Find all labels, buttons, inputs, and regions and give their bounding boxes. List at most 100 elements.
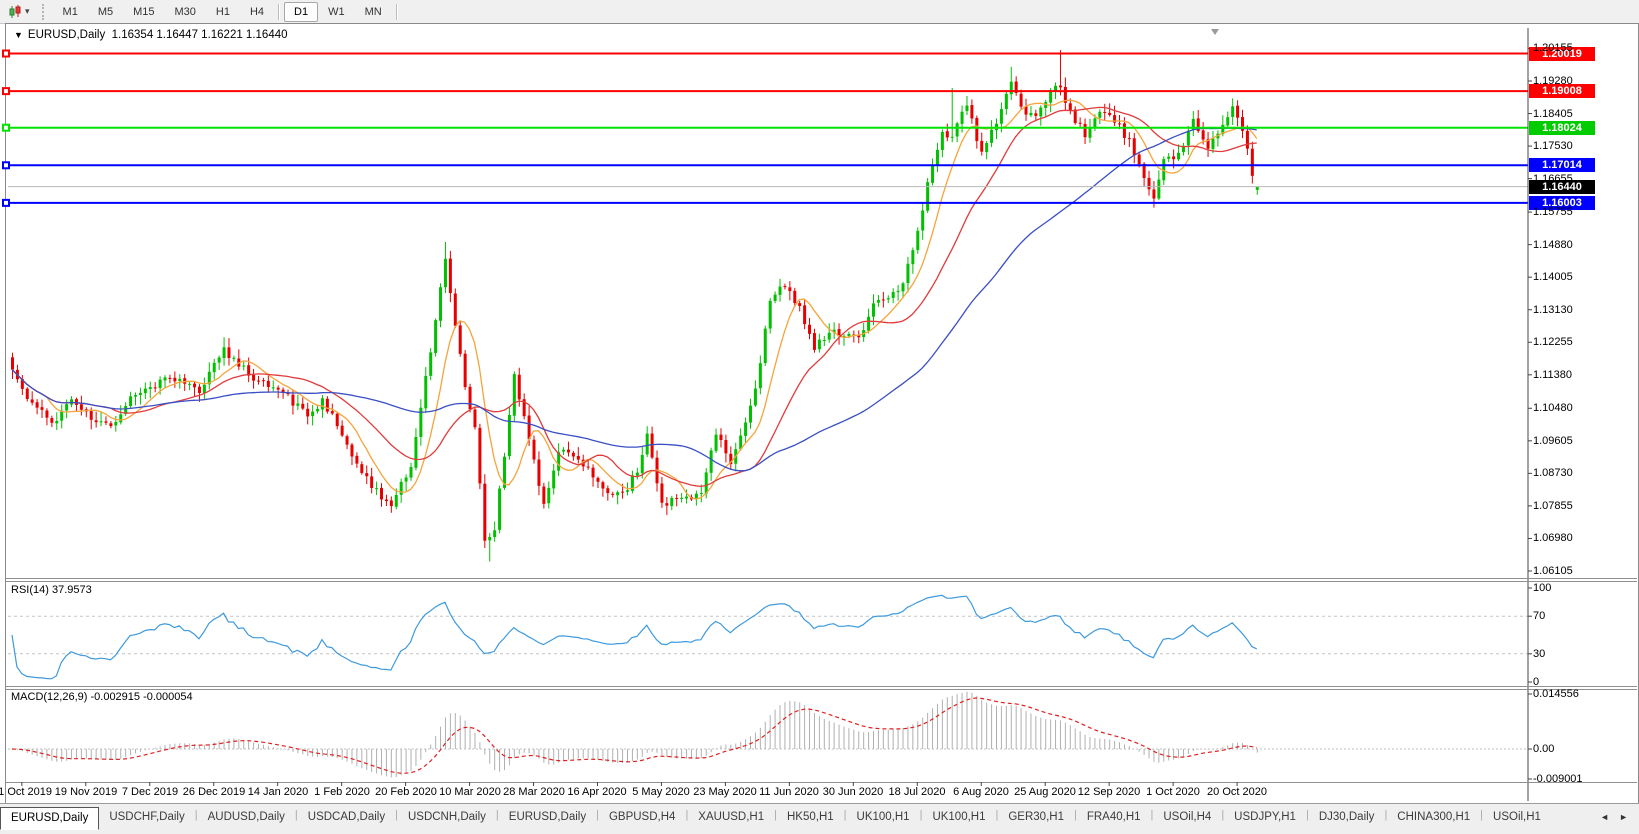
chart-tab-uk100-h1[interactable]: UK100,H1 (856, 811, 910, 823)
price-level-badge: 1.16003 (1529, 196, 1595, 210)
chart-tab-china300-h1[interactable]: CHINA300,H1 (1397, 811, 1471, 823)
date-axis-label[interactable]: 1 Oct 2020 (1146, 786, 1200, 798)
date-axis-label[interactable]: 14 Jan 2020 (247, 786, 309, 798)
tab-scroll-left-icon[interactable]: ◄ (1600, 812, 1610, 822)
chart-tab-usoil-h4[interactable]: USOil,H4 (1163, 811, 1212, 823)
macd-signal-line (11, 697, 1257, 774)
timeframe-button-mn[interactable]: MN (364, 5, 382, 18)
chart-tab-ger30-h1[interactable]: GER30,H1 (1008, 811, 1064, 823)
date-axis-label[interactable]: 5 May 2020 (632, 786, 690, 798)
date-axis-label[interactable]: 7 Dec 2019 (121, 786, 179, 798)
chart-shift-marker[interactable] (1211, 29, 1219, 35)
chart-tab-eurusd-daily[interactable]: EURUSD,Daily (0, 807, 100, 830)
price-axis-label: 1.08730 (1533, 467, 1573, 479)
date-axis-label[interactable]: 20 Feb 2020 (375, 786, 437, 798)
date-axis-label[interactable]: 1 Feb 2020 (314, 786, 370, 798)
tab-scroll-right-icon[interactable]: ► (1619, 812, 1628, 822)
price-level-badge: 1.20019 (1529, 47, 1595, 61)
date-axis-label[interactable]: 25 Aug 2020 (1014, 786, 1076, 798)
chart-tab-uk100-h1[interactable]: UK100,H1 (932, 811, 986, 823)
date-axis-label[interactable]: 31 Oct 2019 (0, 786, 52, 798)
macd-axis-label: 0.00 (1533, 743, 1555, 755)
chart-tab-gbpusd-h4[interactable]: GBPUSD,H4 (608, 811, 676, 823)
chevron-down-icon[interactable]: ▾ (25, 6, 30, 16)
date-axis-label[interactable]: 11 Jun 2020 (759, 786, 819, 798)
timeframe-button-h1[interactable]: H1 (215, 5, 230, 18)
candlestick-chart-icon (9, 4, 21, 18)
tab-divider: | (995, 809, 999, 821)
timeframe-button-m15[interactable]: M15 (133, 5, 155, 18)
timeframe-button-m30[interactable]: M30 (174, 5, 196, 18)
chart-symbol-label: EURUSD,Daily (27, 29, 106, 41)
price-axis-label: 1.06980 (1533, 532, 1573, 544)
price-axis-label: 1.14880 (1533, 239, 1573, 251)
chart-tab-xauusd-h1[interactable]: XAUUSD,H1 (698, 811, 765, 823)
date-axis-label[interactable]: 12 Sep 2020 (1077, 786, 1141, 798)
tab-divider: | (1073, 809, 1077, 821)
timeframe-button-m1[interactable]: M1 (62, 5, 78, 18)
tab-divider: | (1305, 809, 1309, 821)
rsi-value: 37.9573 (51, 584, 92, 596)
date-axis-label[interactable]: 20 Oct 2020 (1207, 786, 1267, 798)
rsi-axis-label: 100 (1533, 582, 1552, 594)
hline-handle[interactable] (2, 49, 10, 58)
tab-divider: | (1221, 809, 1225, 821)
price-axis-label: 1.12255 (1533, 336, 1573, 348)
hline-handle[interactable] (2, 123, 10, 132)
chart-tab-usdjpy-h1[interactable]: USDJPY,H1 (1234, 811, 1296, 823)
date-axis-label[interactable]: 30 Jun 2020 (822, 786, 884, 798)
chart-tab-eurusd-daily[interactable]: EURUSD,Daily (508, 811, 587, 823)
price-axis-label: 1.15755 (1533, 206, 1573, 218)
timeframe-button-w1[interactable]: W1 (328, 5, 345, 18)
chart-type-button[interactable]: ▾ (3, 2, 34, 22)
timeframe-button-d1[interactable]: D1 (284, 1, 319, 22)
tab-divider: | (919, 809, 923, 821)
current-price-badge: 1.16440 (1529, 180, 1595, 194)
date-axis-label[interactable]: 23 May 2020 (693, 786, 757, 798)
tab-divider: | (685, 809, 689, 821)
chart-tab-usoil-h1[interactable]: USOil,H1 (1493, 811, 1541, 823)
chart-tab-usdcnh-daily[interactable]: USDCNH,Daily (407, 811, 486, 823)
toolbar-separator (278, 3, 281, 20)
macd-histogram (16, 691, 1258, 778)
timeframe-button-m5[interactable]: M5 (97, 5, 114, 18)
price-axis-label: 1.20155 (1533, 42, 1573, 54)
chart-tab-audusd-daily[interactable]: AUDUSD,Daily (207, 811, 285, 823)
date-axis-label[interactable]: 10 Mar 2020 (439, 786, 501, 798)
tab-divider: | (774, 809, 777, 821)
tab-scroll-arrows: ◄ ► (1595, 804, 1639, 830)
price-axis-label: 1.18405 (1533, 108, 1573, 120)
timeframe-button-h4[interactable]: H4 (249, 5, 265, 18)
chart-title-collapse-icon[interactable]: ▼ (14, 30, 23, 40)
hline-handle[interactable] (2, 198, 10, 207)
hline-handle[interactable] (2, 161, 10, 170)
date-axis-label[interactable]: 28 Mar 2020 (503, 786, 565, 798)
price-level-badge: 1.17014 (1529, 158, 1595, 172)
date-axis-label[interactable]: 18 Jul 2020 (888, 786, 946, 798)
date-axis-label[interactable]: 6 Aug 2020 (953, 786, 1009, 798)
chart-tab-fra40-h1[interactable]: FRA40,H1 (1086, 811, 1141, 823)
price-level-badge: 1.18024 (1529, 121, 1595, 135)
chart-tab-usdchf-daily[interactable]: USDCHF,Daily (109, 811, 185, 823)
chart-tab-usdcad-daily[interactable]: USDCAD,Daily (307, 811, 386, 823)
date-axis-label[interactable]: 26 Dec 2019 (182, 786, 246, 798)
chart-tab-hk50-h1[interactable]: HK50,H1 (786, 811, 834, 823)
chart-tab-bar: EURUSD,Daily USDCHF,Daily | AUDUSD,Daily | US… (0, 803, 1639, 834)
chart-tab-dj30-daily[interactable]: DJ30,Daily (1318, 811, 1375, 823)
moving-averages-layer (11, 99, 1258, 500)
hline-handle[interactable] (2, 87, 10, 96)
timeframe-button-group: M1 M5 M15 M30 H1 H4 D1 W1 MN (53, 1, 402, 22)
chart-ohlc-values: 1.16354 1.16447 1.16221 1.16440 (111, 29, 288, 41)
macd-axis-label: -0.009001 (1533, 773, 1583, 785)
price-level-badge: 1.19008 (1529, 84, 1595, 98)
tab-divider: | (843, 809, 847, 821)
date-axis-label[interactable]: 19 Nov 2019 (54, 786, 118, 798)
tab-divider: | (1384, 809, 1388, 821)
toolbar-grip[interactable] (41, 3, 47, 20)
date-axis-label[interactable]: 16 Apr 2020 (567, 786, 627, 798)
rsi-indicator-label: RSI(14) 37.9573 (11, 584, 92, 596)
macd-values: -0.002915 -0.000054 (90, 691, 193, 703)
price-axis-label: 1.06105 (1533, 565, 1573, 577)
